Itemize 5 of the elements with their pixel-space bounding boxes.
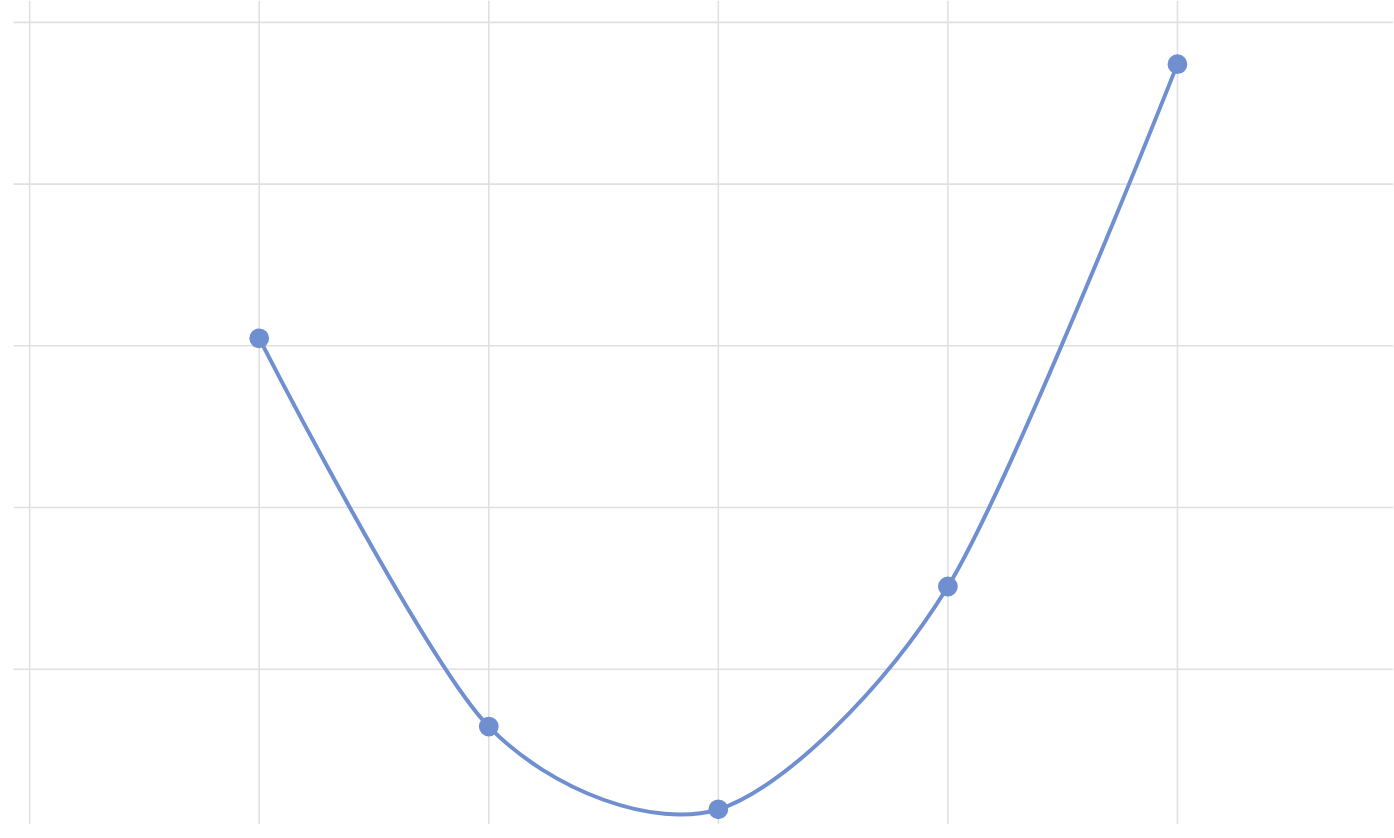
point (478, 716, 499, 737)
point (708, 799, 729, 820)
point (1167, 54, 1188, 75)
point (937, 576, 958, 597)
point (249, 328, 270, 349)
